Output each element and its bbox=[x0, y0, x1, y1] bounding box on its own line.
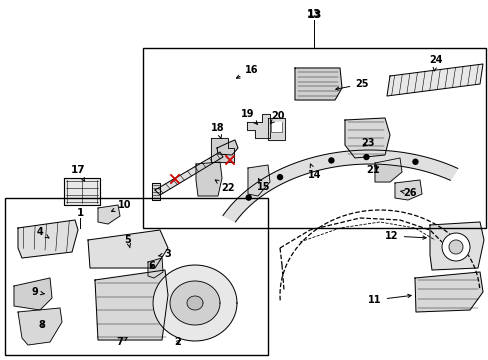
Circle shape bbox=[448, 240, 462, 254]
Bar bbox=[5, 198, 267, 355]
Text: 15: 15 bbox=[257, 179, 270, 192]
Text: 3: 3 bbox=[159, 249, 171, 259]
Text: 13: 13 bbox=[306, 9, 321, 19]
Polygon shape bbox=[155, 152, 223, 195]
Circle shape bbox=[412, 159, 417, 164]
Polygon shape bbox=[18, 220, 78, 258]
Bar bbox=[142, 48, 485, 228]
Polygon shape bbox=[210, 138, 234, 162]
Polygon shape bbox=[153, 265, 237, 341]
Text: 5: 5 bbox=[124, 235, 131, 248]
Polygon shape bbox=[88, 230, 168, 268]
Text: 6: 6 bbox=[148, 261, 155, 271]
Polygon shape bbox=[196, 162, 222, 196]
Polygon shape bbox=[148, 258, 163, 278]
Polygon shape bbox=[345, 118, 389, 158]
Polygon shape bbox=[95, 270, 168, 340]
Circle shape bbox=[328, 158, 333, 163]
Text: 16: 16 bbox=[236, 65, 258, 78]
Polygon shape bbox=[429, 222, 483, 270]
Polygon shape bbox=[170, 281, 220, 325]
Text: 23: 23 bbox=[361, 138, 374, 148]
Polygon shape bbox=[414, 272, 482, 312]
Text: 12: 12 bbox=[385, 231, 425, 241]
Text: 2: 2 bbox=[174, 337, 181, 347]
Polygon shape bbox=[394, 180, 421, 200]
Polygon shape bbox=[152, 183, 160, 200]
Polygon shape bbox=[374, 158, 401, 182]
Text: 7: 7 bbox=[116, 337, 127, 347]
Polygon shape bbox=[14, 278, 52, 310]
Polygon shape bbox=[18, 308, 62, 345]
Circle shape bbox=[277, 175, 282, 180]
Text: 8: 8 bbox=[39, 320, 45, 330]
Polygon shape bbox=[294, 68, 341, 100]
Polygon shape bbox=[98, 205, 120, 224]
Text: 22: 22 bbox=[215, 180, 234, 193]
Polygon shape bbox=[217, 140, 238, 155]
Circle shape bbox=[246, 195, 251, 200]
Polygon shape bbox=[247, 165, 269, 196]
Text: 19: 19 bbox=[241, 109, 257, 124]
Text: 26: 26 bbox=[400, 188, 416, 198]
Text: 1: 1 bbox=[76, 208, 83, 218]
Polygon shape bbox=[64, 178, 100, 205]
Text: 9: 9 bbox=[32, 287, 44, 297]
Polygon shape bbox=[246, 114, 269, 138]
Text: 24: 24 bbox=[428, 55, 442, 71]
Text: 4: 4 bbox=[37, 227, 49, 238]
Polygon shape bbox=[223, 150, 457, 222]
Text: 18: 18 bbox=[211, 123, 224, 139]
Text: 10: 10 bbox=[111, 200, 131, 211]
Polygon shape bbox=[186, 296, 203, 310]
Text: 14: 14 bbox=[307, 164, 321, 180]
Text: 11: 11 bbox=[367, 294, 410, 305]
Text: 20: 20 bbox=[270, 111, 284, 124]
Text: 13: 13 bbox=[305, 10, 321, 20]
Text: 17: 17 bbox=[71, 165, 85, 181]
Circle shape bbox=[363, 154, 368, 159]
Polygon shape bbox=[267, 118, 285, 140]
Polygon shape bbox=[270, 122, 282, 132]
Polygon shape bbox=[386, 64, 482, 96]
Circle shape bbox=[441, 233, 469, 261]
Text: 25: 25 bbox=[335, 79, 368, 90]
Text: 21: 21 bbox=[366, 165, 379, 175]
